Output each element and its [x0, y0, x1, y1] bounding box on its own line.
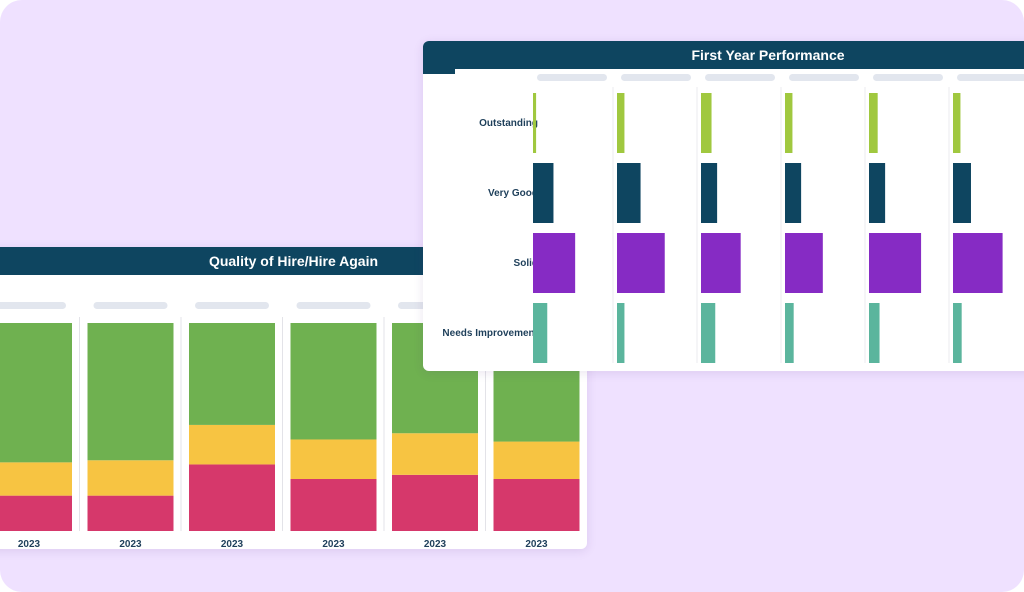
- horizontal-bar: [617, 303, 625, 363]
- stacked-bar-segment: [392, 433, 478, 475]
- row-label-very-good: Very Good: [487, 188, 538, 199]
- stacked-bar-segment: [87, 323, 174, 461]
- horizontal-bar: [701, 233, 741, 293]
- horizontal-bar: [953, 163, 971, 223]
- horizontal-bar: [869, 93, 878, 153]
- horizontal-bar: [785, 163, 802, 223]
- x-tick-label: 2023: [221, 539, 244, 549]
- stacked-bar-segment: [493, 479, 580, 531]
- horizontal-bar: [701, 303, 716, 363]
- stacked-bar-segment: [0, 323, 72, 463]
- horizontal-bar: [617, 163, 641, 223]
- horizontal-bar: [701, 163, 718, 223]
- panel-header-placeholder: [789, 74, 859, 81]
- title-tab-marker: [423, 69, 455, 74]
- stacked-bar-segment: [290, 439, 377, 479]
- panel-header-placeholder: [873, 74, 943, 81]
- stacked-bar-segment: [189, 464, 275, 531]
- first-year-performance-card: First Year Performance Outstanding Very …: [423, 41, 1024, 371]
- horizontal-bar: [533, 233, 576, 293]
- stacked-bar-segment: [87, 495, 174, 531]
- panel-header-placeholder: [957, 74, 1024, 81]
- stacked-bar-segment: [290, 323, 377, 440]
- horizontal-bar: [869, 303, 880, 363]
- horizontal-bar: [533, 303, 548, 363]
- x-tick-label: 2023: [525, 539, 548, 549]
- first-year-performance-title: First Year Performance: [423, 41, 1024, 69]
- row-label-outstanding: Outstanding: [479, 118, 538, 129]
- panel-header-placeholder: [93, 302, 168, 309]
- horizontal-bar: [785, 303, 794, 363]
- horizontal-bar: [953, 233, 1003, 293]
- horizontal-bar: [617, 93, 625, 153]
- stacked-bar-segment: [189, 323, 275, 425]
- horizontal-bar: [869, 163, 886, 223]
- horizontal-bar: [953, 303, 962, 363]
- x-tick-label: 2023: [322, 539, 345, 549]
- horizontal-bar: [869, 233, 922, 293]
- x-tick-label: 2023: [18, 539, 41, 549]
- x-tick-label: 2023: [424, 539, 447, 549]
- stacked-bar-segment: [189, 424, 275, 465]
- horizontal-bar: [617, 233, 665, 293]
- x-tick-label: 2023: [119, 539, 142, 549]
- horizontal-bar: [953, 93, 961, 153]
- panel-header-placeholder: [0, 302, 66, 309]
- panel-header-placeholder: [705, 74, 775, 81]
- panel-header-placeholder: [195, 302, 269, 309]
- stacked-bar-segment: [87, 460, 174, 496]
- stacked-bar-segment: [0, 495, 72, 531]
- stacked-bar-segment: [0, 462, 72, 496]
- panel-header-placeholder: [296, 302, 371, 309]
- stacked-bar-segment: [493, 441, 580, 479]
- panel-header-placeholder: [621, 74, 691, 81]
- quality-of-hire-chart: 2023 2023 2023 2023 2023 2023: [0, 302, 580, 549]
- horizontal-bar: [533, 163, 554, 223]
- horizontal-bar: [533, 93, 537, 153]
- first-year-performance-chart: [533, 74, 1024, 363]
- stacked-bar-segment: [392, 474, 478, 531]
- panel-header-placeholder: [537, 74, 607, 81]
- row-label-solid: Solid: [513, 258, 538, 269]
- horizontal-bar: [785, 93, 793, 153]
- horizontal-bar: [701, 93, 712, 153]
- horizontal-bar: [785, 233, 823, 293]
- row-label-needs-improvement: Needs Improvement: [442, 328, 538, 339]
- stacked-bar-segment: [290, 479, 377, 531]
